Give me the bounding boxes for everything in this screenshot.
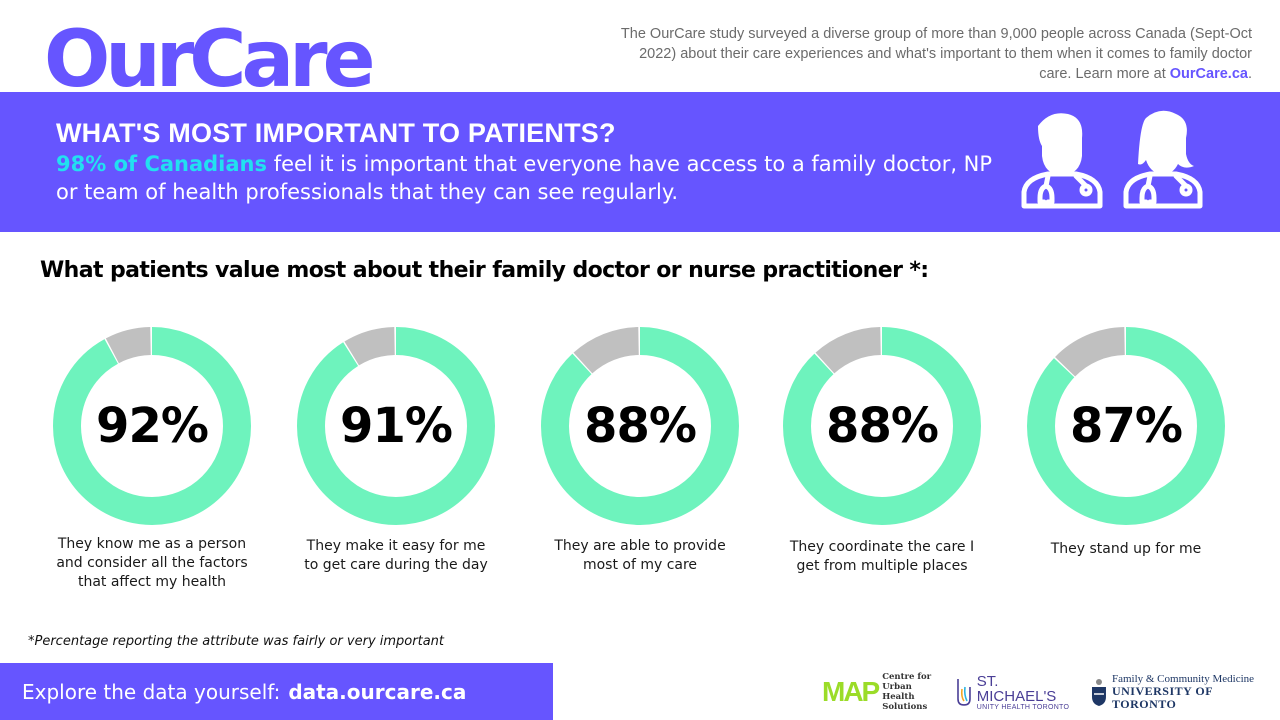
donut-value: 87% <box>1070 398 1183 454</box>
footnote: *Percentage reporting the attribute was … <box>28 634 444 649</box>
map-logo: MAP Centre for Urban Health Solutions <box>822 672 932 712</box>
chart-subtitle: What patients value most about their fam… <box>40 258 929 283</box>
donut-chart-4: 88% <box>782 326 982 526</box>
st-michaels-logo: ST. MICHAEL'S UNITY HEALTH TORONTO <box>955 674 1082 711</box>
doctor-icons <box>1021 110 1203 209</box>
donut-caption-3: They are able to provide most of my care <box>554 538 726 573</box>
headline-highlight: 98% of Canadians <box>56 152 268 176</box>
cta-text: Explore the data yourself: <box>22 679 281 704</box>
uoft-crest-icon <box>1091 679 1106 706</box>
partner-logos: MAP Centre for Urban Health Solutions ST… <box>822 672 1280 712</box>
ourcare-link[interactable]: OurCare.ca <box>1169 66 1248 82</box>
headline-band: WHAT'S MOST IMPORTANT TO PATIENTS? 98% o… <box>0 92 1280 232</box>
donut-value: 91% <box>340 398 453 454</box>
headline-text: 98% of Canadians feel it is important th… <box>56 152 993 204</box>
male-doctor-icon <box>1021 113 1103 209</box>
uoft-logo: Family & Community Medicine UNIVERSITY O… <box>1090 673 1280 711</box>
donut-chart-5: 87% <box>1026 326 1226 526</box>
st-michaels-emblem-icon <box>956 679 971 706</box>
ourcare-logo: OurCare <box>44 15 376 105</box>
headline-title: WHAT'S MOST IMPORTANT TO PATIENTS? <box>56 118 616 148</box>
donut-value: 92% <box>96 398 209 454</box>
donut-chart-1: 92% <box>52 326 252 526</box>
donut-value: 88% <box>826 398 939 454</box>
donut-value: 88% <box>584 398 697 454</box>
donut-chart-3: 88% <box>540 326 740 526</box>
data-link[interactable]: data.ourcare.ca <box>288 679 467 704</box>
study-intro: The OurCare study surveyed a diverse gro… <box>620 26 1252 82</box>
donut-caption-2: They make it easy for me to get care dur… <box>304 538 488 573</box>
donut-caption-4: They coordinate the care I get from mult… <box>789 539 975 574</box>
donut-caption-1: They know me as a person and consider al… <box>56 536 248 590</box>
intro-text: The OurCare study surveyed a diverse gro… <box>620 26 1252 82</box>
female-doctor-icon <box>1123 110 1203 209</box>
donut-caption-5: They stand up for me <box>1050 541 1202 557</box>
donut-chart-2: 91% <box>296 326 496 526</box>
explore-data-banner: Explore the data yourself: data.ourcare.… <box>0 663 553 720</box>
